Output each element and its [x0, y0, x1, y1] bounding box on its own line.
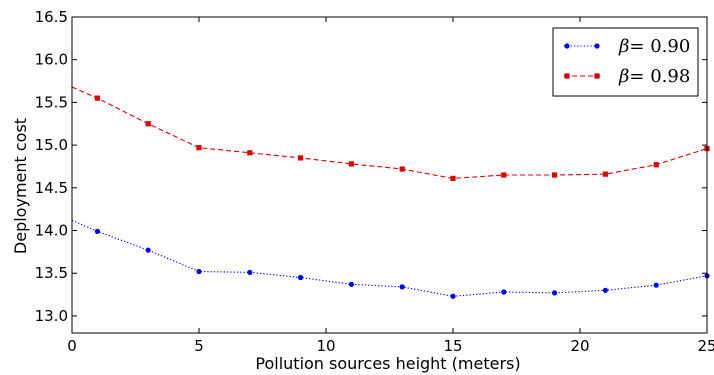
- y-tick-label: 16.0: [35, 51, 68, 69]
- x-tick-label: 10: [316, 337, 335, 355]
- x-tick-label: 5: [194, 337, 204, 355]
- legend-marker: [594, 43, 600, 49]
- data-point: [450, 293, 456, 299]
- y-tick-label: 16.5: [35, 8, 68, 26]
- data-point: [94, 95, 100, 101]
- series-line-0: [71, 219, 708, 297]
- legend-value: = 0.98: [629, 66, 690, 87]
- y-tick-label: 13.5: [35, 264, 68, 282]
- legend-marker: [594, 73, 600, 79]
- data-point: [602, 287, 609, 293]
- y-tick-label: 15.5: [35, 93, 68, 111]
- legend: β= 0.90β= 0.98: [552, 27, 699, 97]
- y-axis-title: Deployment cost: [11, 118, 30, 254]
- data-point: [145, 247, 151, 253]
- x-tick-label: 25: [697, 337, 714, 355]
- legend-label-0: β= 0.90: [618, 36, 690, 57]
- y-tick-label: 13.0: [35, 307, 68, 325]
- data-point: [501, 172, 507, 178]
- data-point: [653, 162, 659, 168]
- data-point: [602, 171, 608, 177]
- y-tick-label: 14.0: [35, 222, 68, 240]
- y-tick-label: 14.5: [35, 179, 68, 197]
- data-point: [196, 145, 202, 151]
- data-point: [653, 282, 659, 288]
- data-point: [348, 281, 354, 287]
- data-point: [145, 121, 151, 127]
- legend-marker: [564, 73, 570, 79]
- x-tick-label: 20: [570, 337, 589, 355]
- data-point: [348, 161, 354, 167]
- data-point: [399, 284, 405, 290]
- data-point: [399, 166, 405, 172]
- data-point: [298, 274, 304, 281]
- legend-marker: [564, 43, 570, 49]
- legend-symbol: β: [618, 36, 629, 57]
- x-tick-label: 15: [443, 337, 462, 355]
- y-tick-label: 15.0: [35, 136, 68, 154]
- series-layer: [71, 86, 710, 299]
- data-point: [501, 289, 507, 295]
- data-point: [247, 150, 253, 156]
- axes-frame: [71, 16, 708, 334]
- data-point: [552, 172, 558, 178]
- x-axis-title: Pollution sources height (meters): [255, 354, 520, 373]
- legend-box: [552, 27, 699, 97]
- plot-frame: [71, 16, 708, 334]
- legend-label-1: β= 0.98: [618, 66, 690, 87]
- legend-value: = 0.90: [629, 36, 690, 57]
- data-point: [450, 175, 456, 182]
- data-point: [247, 269, 253, 275]
- data-point: [94, 228, 100, 234]
- series-line-1: [71, 86, 708, 179]
- x-tick-label: 0: [67, 337, 77, 355]
- ticks: 0 5 10 15 20 25 13.0 13.5 14.0 14.5 15.0 15.5 16.0 16…: [35, 8, 714, 355]
- data-point: [298, 155, 304, 161]
- legend-symbol: β: [618, 66, 629, 87]
- data-point: [196, 268, 202, 275]
- data-point: [552, 290, 558, 296]
